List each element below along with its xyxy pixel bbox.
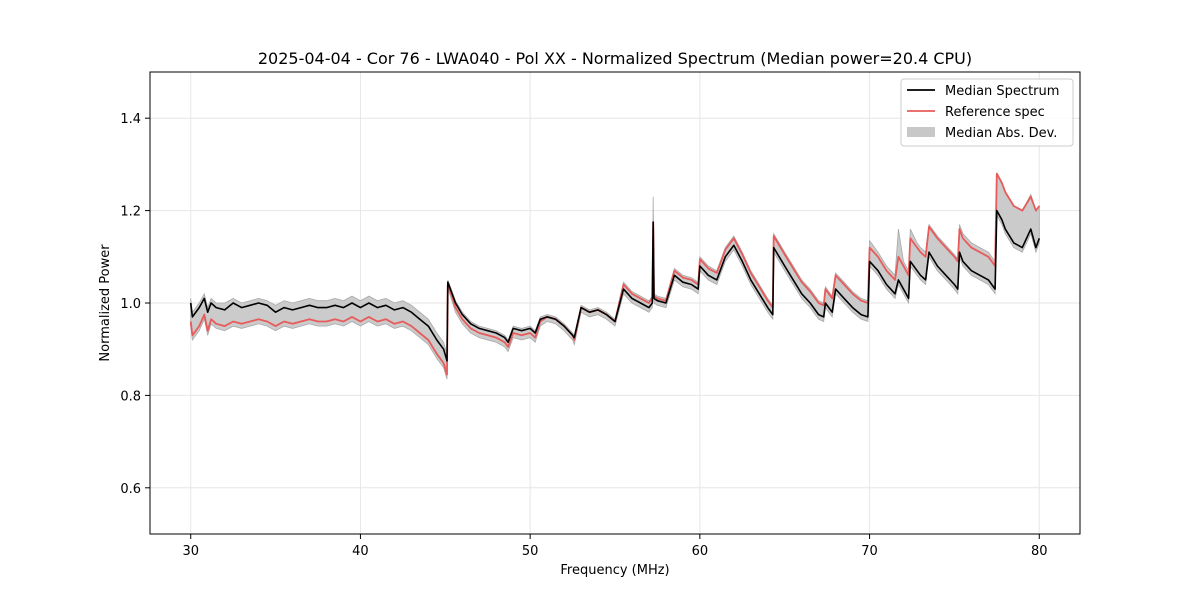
legend-swatch-mad <box>907 127 935 137</box>
y-ticks: 0.6 0.8 1.0 1.2 1.4 <box>120 112 150 497</box>
x-tick-label: 40 <box>352 544 369 559</box>
y-tick-label: 1.2 <box>120 205 141 220</box>
legend-label-mad: Median Abs. Dev. <box>945 126 1057 141</box>
median-spectrum-line <box>189 209 1041 362</box>
x-tick-label: 70 <box>861 544 878 559</box>
legend-label-median: Median Spectrum <box>945 84 1059 99</box>
x-ticks: 30 40 50 60 70 80 <box>182 534 1048 559</box>
x-axis-label: Frequency (MHz) <box>560 563 669 578</box>
legend-box <box>900 78 1074 147</box>
reference-spectrum-line <box>189 172 1041 376</box>
x-tick-label: 50 <box>522 544 539 559</box>
x-tick-label: 80 <box>1031 544 1048 559</box>
band-layer <box>190 172 1040 380</box>
y-tick-label: 1.0 <box>120 297 141 312</box>
x-tick-label: 30 <box>182 544 199 559</box>
y-tick-label: 0.8 <box>120 389 141 404</box>
mad-band <box>190 172 1040 380</box>
x-tick-label: 60 <box>692 544 709 559</box>
y-tick-label: 0.6 <box>120 482 141 497</box>
legend: Median Spectrum Reference spec Median Ab… <box>900 78 1074 147</box>
y-tick-label: 1.4 <box>120 112 141 127</box>
chart-title: 2025-04-04 - Cor 76 - LWA040 - Pol XX - … <box>258 49 972 68</box>
legend-label-reference: Reference spec <box>945 105 1045 120</box>
y-axis-label: Normalized Power <box>98 244 113 362</box>
series-layer <box>189 172 1041 376</box>
